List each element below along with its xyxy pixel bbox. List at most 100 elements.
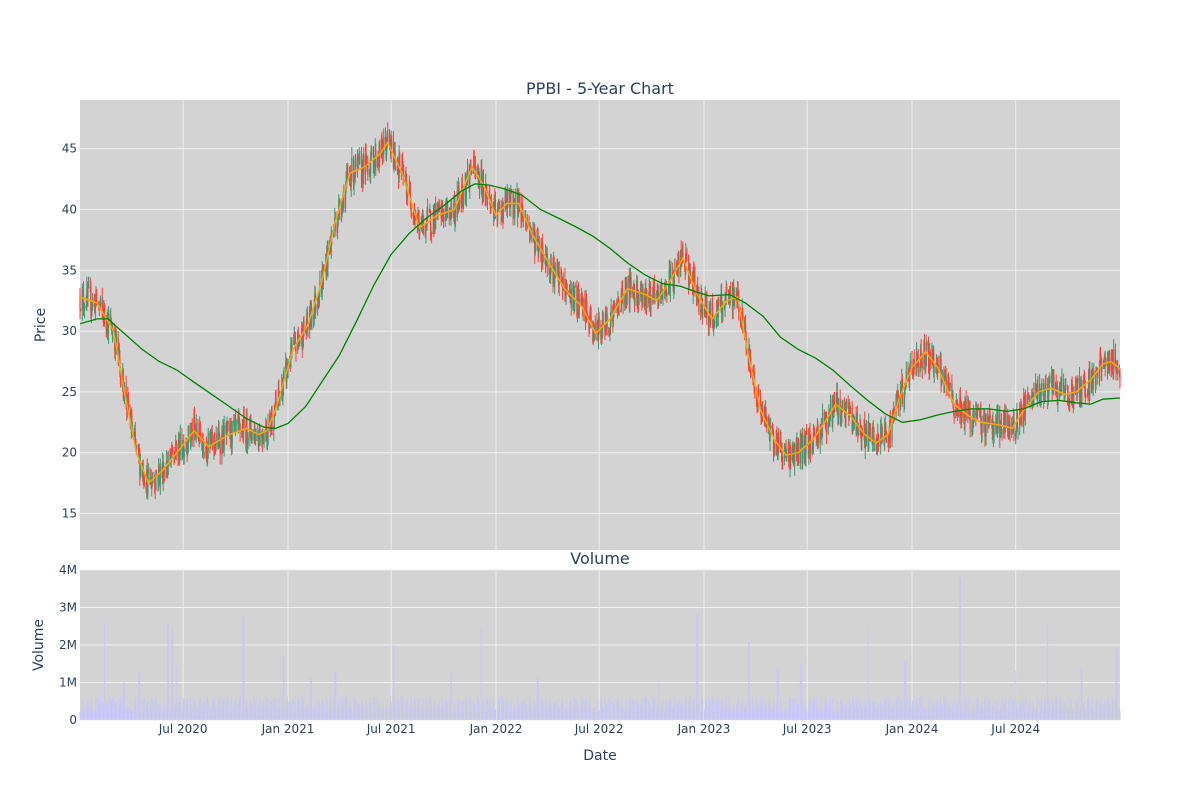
volume-bar xyxy=(424,709,426,720)
candle-body xyxy=(997,413,999,433)
volume-bar xyxy=(215,706,217,720)
volume-bar xyxy=(385,710,387,720)
volume-bar xyxy=(514,704,516,720)
volume-bar xyxy=(836,702,838,720)
candle-body xyxy=(151,482,153,489)
price-candle xyxy=(727,289,730,305)
candle-body xyxy=(764,406,767,417)
volume-bar xyxy=(729,712,731,720)
volume-bar xyxy=(574,698,576,720)
volume-bar xyxy=(149,701,151,720)
price-candle xyxy=(702,302,704,320)
volume-bar xyxy=(697,615,699,720)
price-candle xyxy=(885,430,887,444)
volume-bar xyxy=(269,710,271,720)
price-candle xyxy=(538,239,540,258)
volume-bar xyxy=(722,707,724,720)
volume-bar xyxy=(557,708,559,720)
volume-bar xyxy=(668,700,670,720)
volume-bar xyxy=(636,701,638,720)
volume-bar xyxy=(209,706,211,720)
price-candle xyxy=(713,320,715,330)
volume-bar xyxy=(331,710,333,720)
candle-body xyxy=(841,410,843,416)
candle-body xyxy=(1004,413,1006,430)
candle-body xyxy=(548,266,550,272)
volume-bar xyxy=(762,706,764,720)
candle-body xyxy=(405,176,407,184)
volume-bar xyxy=(717,697,719,720)
candle-body xyxy=(664,291,666,295)
volume-bar xyxy=(724,710,726,720)
candle-body xyxy=(99,297,102,306)
price-candle xyxy=(825,411,828,445)
volume-bar xyxy=(741,710,743,720)
volume-bar xyxy=(373,699,375,720)
candle-body xyxy=(869,432,871,436)
candle-body xyxy=(273,412,275,428)
price-candle xyxy=(558,261,560,296)
candle-body xyxy=(117,337,119,357)
candle-body xyxy=(893,409,895,414)
price-candle xyxy=(193,408,195,448)
price-candle xyxy=(772,429,775,462)
volume-bar xyxy=(596,711,598,720)
candle-body xyxy=(817,437,820,444)
candle-body xyxy=(774,452,776,454)
volume-bar xyxy=(590,709,592,720)
volume-bar xyxy=(396,706,398,720)
candle-body xyxy=(497,202,499,221)
volume-bar xyxy=(830,697,832,720)
candle-body xyxy=(576,294,579,316)
volume-bar xyxy=(238,700,240,720)
volume-bar xyxy=(147,701,149,720)
volume-bar xyxy=(298,697,300,720)
volume-bar xyxy=(341,706,343,720)
volume-bar xyxy=(677,710,679,720)
candle-body xyxy=(354,159,356,178)
candle-body xyxy=(1015,427,1017,433)
volume-bar xyxy=(150,708,152,720)
candle-body xyxy=(949,387,951,389)
candle-body xyxy=(832,401,834,422)
volume-bar xyxy=(245,706,247,720)
candle-body xyxy=(525,222,527,224)
volume-bar xyxy=(133,702,135,720)
volume-bar xyxy=(457,700,459,720)
volume-bar xyxy=(259,698,261,720)
volume-bar xyxy=(359,708,361,720)
price-candle xyxy=(658,284,660,306)
volume-bar xyxy=(566,710,568,720)
candle-body xyxy=(131,416,133,433)
candle-body xyxy=(733,285,735,303)
volume-bar xyxy=(852,699,854,720)
volume-bar xyxy=(534,703,536,720)
volume-bar xyxy=(844,709,846,720)
volume-bar xyxy=(310,678,312,720)
candle-body xyxy=(302,321,304,347)
candle-body xyxy=(991,424,993,426)
volume-bar xyxy=(506,703,508,720)
volume-bar xyxy=(421,700,423,720)
candle-body xyxy=(840,415,842,417)
candle-body xyxy=(474,167,477,170)
candle-body xyxy=(385,147,388,156)
candle-body xyxy=(355,159,357,167)
candle-body xyxy=(179,454,181,461)
volume-bar xyxy=(102,702,104,720)
price-candle xyxy=(570,281,572,316)
volume-bar xyxy=(129,700,131,720)
price-candle xyxy=(1025,394,1027,407)
candle-body xyxy=(940,359,942,383)
volume-bar xyxy=(353,712,355,720)
volume-bar xyxy=(390,701,392,720)
candle-body xyxy=(574,285,576,288)
candle-body xyxy=(1107,357,1109,374)
price-candle xyxy=(833,391,836,414)
price-candle xyxy=(765,406,767,428)
volume-bar xyxy=(833,707,835,720)
volume-bar xyxy=(739,710,741,720)
price-candle xyxy=(638,293,640,306)
price-candle xyxy=(977,403,979,412)
volume-bar xyxy=(588,698,590,720)
